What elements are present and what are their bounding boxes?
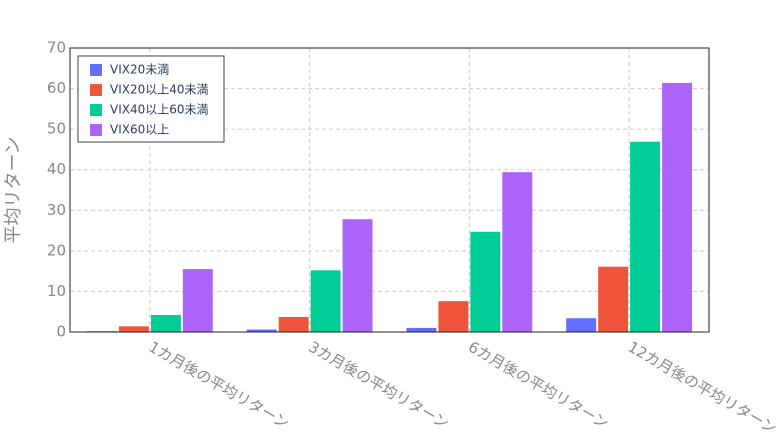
bar — [118, 326, 149, 332]
legend-swatch — [90, 104, 102, 116]
y-tick-label: 20 — [47, 241, 66, 259]
legend-label: VIX40以上60未満 — [110, 103, 209, 117]
legend-swatch — [90, 64, 102, 76]
y-tick-label: 30 — [47, 201, 66, 219]
y-tick-label: 50 — [47, 120, 66, 138]
bar — [342, 219, 373, 332]
x-tick-label: 12カ月後の平均リターン — [625, 338, 780, 438]
y-tick-label: 40 — [47, 160, 66, 178]
bar — [310, 270, 341, 332]
y-tick-label: 10 — [47, 282, 66, 300]
y-tick-label: 60 — [47, 79, 66, 97]
legend-label: VIX60以上 — [110, 123, 169, 137]
legend-swatch — [90, 124, 102, 136]
bar — [182, 269, 213, 332]
x-tick-label: 6カ月後の平均リターン — [465, 338, 612, 433]
bar — [502, 172, 533, 332]
bar — [246, 329, 277, 332]
legend-swatch — [90, 84, 102, 96]
x-tick-label: 3カ月後の平均リターン — [305, 338, 452, 433]
bar — [470, 231, 501, 332]
bar — [598, 266, 629, 332]
legend-box — [77, 55, 225, 143]
bar — [566, 318, 597, 332]
bar — [630, 141, 661, 332]
bar — [406, 327, 437, 332]
legend-label: VIX20未満 — [110, 63, 169, 77]
bar — [438, 301, 469, 332]
legend-label: VIX20以上40未満 — [110, 83, 209, 97]
y-tick-label: 0 — [56, 323, 66, 341]
bar — [662, 82, 693, 333]
plot-frame — [69, 47, 710, 333]
x-tick-label: 1カ月後の平均リターン — [146, 338, 293, 433]
y-tick-label: 70 — [47, 39, 66, 57]
y-axis-title: 平均リターン — [3, 136, 24, 243]
bar — [150, 314, 181, 332]
bar — [278, 316, 309, 332]
